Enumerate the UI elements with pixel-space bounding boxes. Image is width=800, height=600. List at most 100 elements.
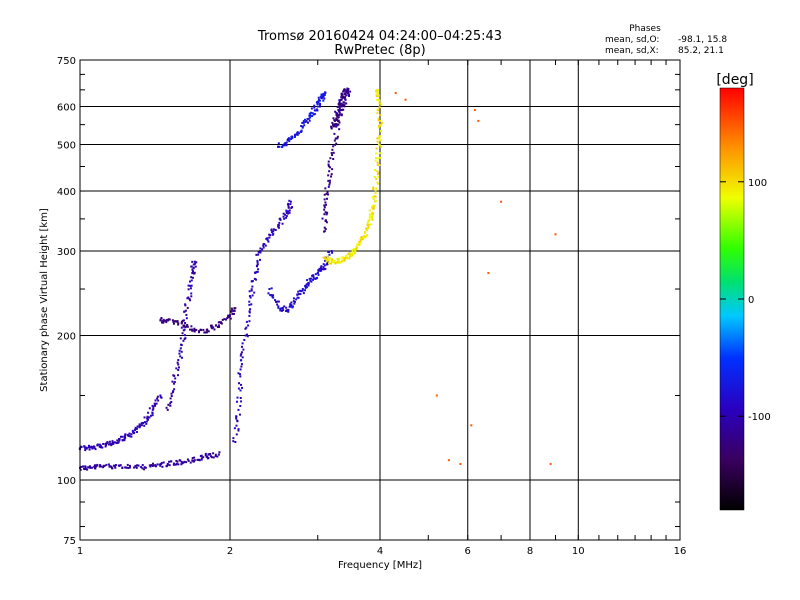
trace-point [330,258,333,261]
trace-point [373,204,376,207]
trace-point [377,143,380,146]
trace-point [328,183,331,186]
trace-point [248,295,251,298]
trace-point [318,99,321,102]
trace-point [487,271,490,274]
trace-point [336,115,339,118]
trace-point [314,273,317,276]
trace-point [345,254,348,257]
trace-point [151,404,154,407]
trace-point [172,322,175,325]
trace-point [177,368,180,371]
trace-point [326,197,329,200]
trace-point [179,337,182,340]
trace-point [335,123,338,126]
trace-point [281,307,284,310]
trace-point [239,396,242,399]
trace-point [124,466,127,469]
trace-point [336,257,339,260]
trace-point [336,135,339,138]
trace-point [134,426,137,429]
trace-point [500,200,503,203]
trace-point [267,240,270,243]
trace-point [220,322,223,325]
trace-point [157,399,160,402]
trace-point [319,95,322,98]
trace-point [279,307,282,310]
trace-point [272,232,275,235]
trace-point [324,211,327,214]
trace-point [197,459,200,462]
colorbar-tick-label: 0 [748,295,754,306]
trace-point [110,443,113,446]
trace-point [171,391,174,394]
trace-point [185,317,188,320]
trace-point [301,126,304,129]
trace-point [170,400,173,403]
trace-point [191,457,194,460]
trace-point [288,211,291,214]
trace-point [138,426,141,429]
trace-point [185,461,188,464]
trace-point [327,179,330,182]
trace-point [277,306,280,309]
trace-point [276,303,279,306]
trace-point [91,446,94,449]
trace-point [114,466,117,469]
trace-point [330,125,333,128]
trace-point [362,236,365,239]
trace-point [267,292,270,295]
trace-point [121,439,124,442]
trace-point [172,390,175,393]
trace-point [93,464,96,467]
trace-point [338,113,341,116]
trace-point [313,113,316,116]
trace-point [112,464,115,467]
trace-point [87,466,90,469]
trace-point [189,287,192,290]
trace-point [246,335,249,338]
trace-point [248,300,251,303]
trace-point [377,124,380,127]
trace-point [151,414,154,417]
trace-point [346,87,349,90]
trace-point [375,95,378,98]
trace-point [285,306,288,309]
trace-point [329,157,332,160]
trace-point [322,93,325,96]
trace-point [235,424,238,427]
trace-point [375,92,378,95]
trace-point [376,88,379,91]
trace-point [324,267,327,270]
trace-point [111,440,114,443]
trace-point [338,105,341,108]
trace-point [237,429,240,432]
trace-point [232,440,235,443]
trace-point [316,271,319,274]
trace-point [244,327,247,330]
trace-point [184,309,187,312]
trace-point [195,328,198,331]
trace-point [152,407,155,410]
trace-point [118,464,121,467]
trace-point [348,251,351,254]
trace-point [121,467,124,470]
trace-point [285,216,288,219]
trace-point [240,365,243,368]
trace-point [256,259,259,262]
trace-point [242,348,245,351]
trace-point [133,431,136,434]
trace-point [250,303,253,306]
trace-point [371,215,374,218]
trace-point [124,433,127,436]
trace-point [131,429,134,432]
trace-point [109,442,112,445]
trace-point [323,268,326,271]
trace-point [336,137,339,140]
trace-point [350,255,353,258]
trace-point [272,230,275,233]
trace-point [337,109,340,112]
trace-point [111,442,114,445]
trace-point [141,467,144,470]
trace-point [177,366,180,369]
